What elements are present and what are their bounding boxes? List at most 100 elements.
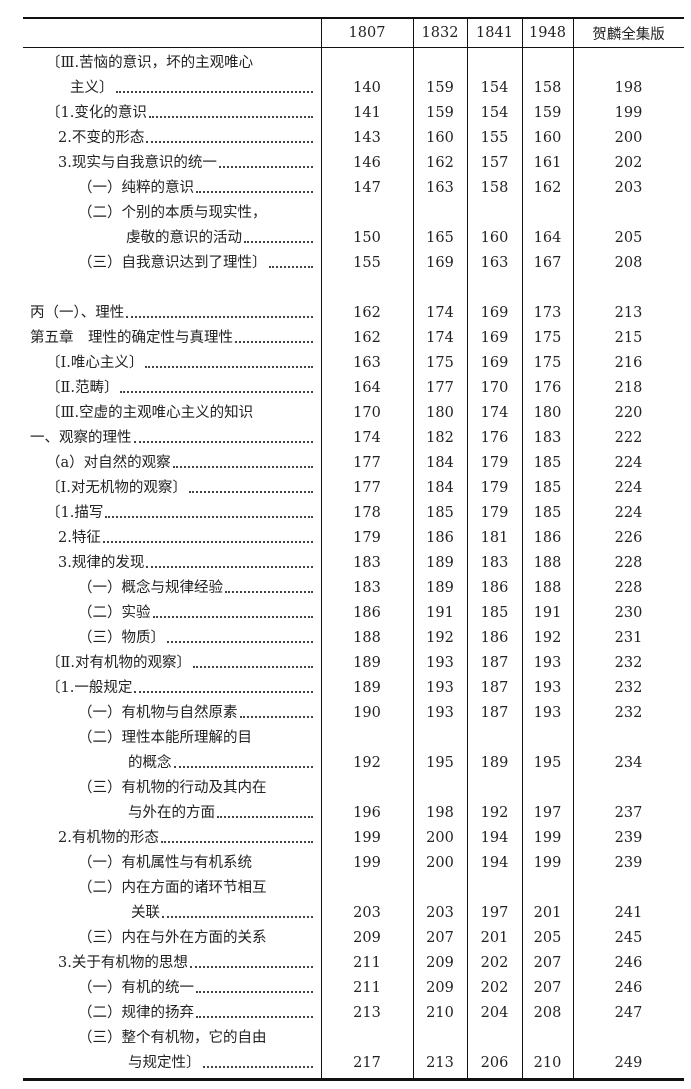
page-1948-cell: 167 bbox=[533, 255, 562, 271]
page-1807-cell: 162 bbox=[353, 330, 381, 346]
entry-title-line: 〔Ⅱ.对有机物的观察〕 bbox=[23, 651, 321, 676]
page-1832-cell: 200 bbox=[426, 830, 454, 846]
entry-title-text: 3.关于有机物的思想 bbox=[58, 955, 188, 971]
page-1832-cell: 184 bbox=[426, 480, 454, 496]
page-helin-cell: 245 bbox=[614, 930, 643, 946]
dot-leader bbox=[202, 1066, 313, 1068]
entry-title-cell: （二）个别的本质与现实性， 虔敬的意识的活动 bbox=[23, 201, 321, 251]
page-1832-cell: 200 bbox=[426, 855, 454, 871]
table-row: （三）物质〕 188 192 186 192 231 bbox=[23, 626, 684, 651]
table-row: （三）整个有机物，它的自由 与规定性〕 217 213 206 210 249 bbox=[23, 1026, 684, 1076]
dot-leader bbox=[189, 966, 313, 968]
dot-leader bbox=[146, 566, 313, 568]
entry-title-text: （一）概念与规律经验 bbox=[78, 580, 223, 596]
page-1841-cell: 189 bbox=[480, 755, 509, 771]
entry-title-cell: （一）有机物与自然原素 bbox=[23, 701, 321, 726]
entry-title-cell: 2.特征 bbox=[23, 526, 321, 551]
page-1807-cell: 140 bbox=[353, 80, 381, 96]
page-1948-cell: 185 bbox=[533, 455, 562, 471]
table-row: 〔1.一般规定 189 193 187 193 232 bbox=[23, 676, 684, 701]
entry-title-text: 2.特征 bbox=[58, 530, 101, 546]
page-helin-cell: 228 bbox=[614, 555, 643, 571]
page-1948-cell: 160 bbox=[533, 130, 562, 146]
page-1841-cell: 179 bbox=[480, 455, 509, 471]
page-1807-cell: 163 bbox=[353, 355, 381, 371]
page-1841-cell: 194 bbox=[480, 830, 509, 846]
page-1807-cell: 147 bbox=[353, 180, 381, 196]
page-1841-cell: 160 bbox=[480, 230, 509, 246]
entry-title-line: （二）规律的扬弃 bbox=[23, 1001, 321, 1026]
dot-leader bbox=[126, 316, 313, 318]
page-helin-cell: 232 bbox=[614, 655, 643, 671]
entry-title-line: 〔Ⅲ.苦恼的意识，坏的主观唯心 bbox=[23, 51, 321, 76]
entry-title-cell: 一、观察的理性 bbox=[23, 426, 321, 451]
page-1832-cell: 213 bbox=[426, 1055, 454, 1071]
dot-leader bbox=[172, 466, 313, 468]
page-1807-cell: 150 bbox=[353, 230, 381, 246]
page-1948-cell: 175 bbox=[533, 355, 562, 371]
table-header-row: 1807 1832 1841 1948 贺麟全集版 bbox=[23, 19, 684, 48]
dot-leader bbox=[268, 266, 313, 268]
page-helin-cell: 232 bbox=[614, 680, 643, 696]
page-1807-cell: 211 bbox=[353, 955, 381, 971]
entry-title-line: 主义〕 bbox=[23, 76, 321, 101]
page-1832-cell: 191 bbox=[426, 605, 454, 621]
entry-title-line: 3.关于有机物的思想 bbox=[23, 951, 321, 976]
entry-title-text: （二）个别的本质与现实性， bbox=[78, 205, 267, 221]
entry-title-text: 〔Ⅰ.对无机物的观察〕 bbox=[46, 480, 187, 496]
page-1832-cell: 192 bbox=[426, 630, 454, 646]
page-1832-cell: 195 bbox=[426, 755, 454, 771]
page-1832-cell: 169 bbox=[426, 255, 454, 271]
entry-title-line: 丙（一）、理性 bbox=[23, 301, 321, 326]
table-row: 3.现实与自我意识的统一 146 162 157 161 202 bbox=[23, 151, 684, 176]
page-1948-cell: 195 bbox=[533, 755, 562, 771]
page-1807-cell: 155 bbox=[353, 255, 381, 271]
entry-title-text: 〔Ⅲ.苦恼的意识，坏的主观唯心 bbox=[46, 55, 254, 71]
entry-title-line: （a）对自然的观察 bbox=[23, 451, 321, 476]
dot-leader bbox=[196, 191, 313, 193]
page-1841-cell: 187 bbox=[480, 680, 509, 696]
page-helin-cell: 234 bbox=[614, 755, 643, 771]
entry-title-line: 〔Ⅰ.唯心主义〕 bbox=[23, 351, 321, 376]
entry-title-line: （三）自我意识达到了理性〕 bbox=[23, 251, 321, 276]
entry-title-cell: 第五章 理性的确定性与真理性 bbox=[23, 326, 321, 351]
column-divider bbox=[413, 19, 414, 1078]
entry-title-cell: 〔Ⅲ.苦恼的意识，坏的主观唯心主义〕 bbox=[23, 51, 321, 101]
page-1948-cell: 199 bbox=[533, 855, 562, 871]
page-1841-cell: 183 bbox=[480, 555, 509, 571]
entry-title-line: 2.特征 bbox=[23, 526, 321, 551]
entry-title-line: 〔1.描写 bbox=[23, 501, 321, 526]
page-1807-cell: 217 bbox=[353, 1055, 381, 1071]
entry-title-text: （三）整个有机物，它的自由 bbox=[78, 1030, 267, 1046]
page-helin-cell: 231 bbox=[614, 630, 643, 646]
table-row: （一）有机的统一 211 209 202 207 246 bbox=[23, 976, 684, 1001]
page-1948-cell: 193 bbox=[533, 655, 562, 671]
page-1832-cell: 163 bbox=[426, 180, 454, 196]
page-1807-cell: 199 bbox=[353, 855, 381, 871]
entry-title-cell: 〔Ⅰ.对无机物的观察〕 bbox=[23, 476, 321, 501]
dot-leader bbox=[146, 141, 313, 143]
page-1832-cell: 175 bbox=[426, 355, 454, 371]
table-row: 〔Ⅱ.对有机物的观察〕 189 193 187 193 232 bbox=[23, 651, 684, 676]
entry-title-cell: 3.现实与自我意识的统一 bbox=[23, 151, 321, 176]
table-row: 3.规律的发现 183 189 183 188 228 bbox=[23, 551, 684, 576]
page-1841-cell: 185 bbox=[480, 605, 509, 621]
page-helin-cell: 213 bbox=[614, 305, 643, 321]
page-1841-cell: 187 bbox=[480, 705, 509, 721]
page-helin-cell: 202 bbox=[614, 155, 643, 171]
page-1807-cell: 209 bbox=[353, 930, 381, 946]
page-1948-cell: 186 bbox=[533, 530, 562, 546]
page-1948-cell: 207 bbox=[533, 980, 562, 996]
page-1948-cell bbox=[522, 276, 573, 301]
entry-title-text: 〔Ⅱ.范畴〕 bbox=[46, 380, 119, 396]
page-helin-cell: 205 bbox=[614, 230, 643, 246]
column-divider bbox=[573, 19, 574, 1078]
page-helin-cell: 230 bbox=[614, 605, 643, 621]
page-helin-cell: 239 bbox=[614, 830, 643, 846]
entry-title-text: 〔1.变化的意识 bbox=[46, 105, 147, 121]
page-1807-cell: 177 bbox=[353, 480, 381, 496]
entry-title-cell: （a）对自然的观察 bbox=[23, 451, 321, 476]
dot-leader bbox=[217, 816, 313, 818]
page-1807-cell: 192 bbox=[353, 755, 381, 771]
dot-leader bbox=[192, 666, 313, 668]
